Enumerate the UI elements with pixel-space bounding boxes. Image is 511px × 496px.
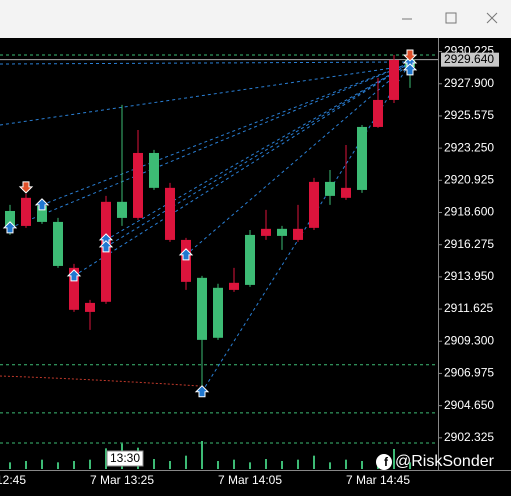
watermark-group: f @RiskSonder bbox=[376, 453, 495, 470]
volume-bar bbox=[25, 461, 27, 469]
trade-line bbox=[105, 62, 411, 241]
candle-body bbox=[293, 228, 303, 240]
y-tick-label: 2925.575 bbox=[444, 108, 494, 122]
volume-bar bbox=[329, 462, 331, 469]
candle-body bbox=[133, 152, 143, 218]
candle-body bbox=[53, 221, 63, 266]
facebook-icon bbox=[376, 454, 392, 470]
candle-body bbox=[357, 126, 367, 190]
volume-bar bbox=[313, 455, 315, 469]
trade-line bbox=[0, 65, 407, 126]
buy-marker bbox=[2, 221, 18, 234]
candle-body bbox=[5, 210, 15, 228]
trade-line bbox=[73, 62, 411, 277]
candle-body bbox=[21, 197, 31, 226]
x-tick-label: 7 Mar 13:25 bbox=[90, 473, 154, 487]
watermark: @RiskSonder bbox=[395, 453, 495, 470]
title-bar bbox=[0, 0, 511, 38]
candle-body bbox=[309, 181, 319, 228]
candle-body bbox=[229, 282, 239, 290]
candle-body bbox=[69, 267, 79, 310]
buy-marker bbox=[178, 248, 194, 261]
volume-bar bbox=[281, 461, 283, 469]
y-tick-label: 2909.300 bbox=[444, 333, 494, 347]
crosshair-time-box bbox=[106, 450, 144, 467]
y-tick-label: 2927.900 bbox=[444, 76, 494, 90]
x-tick-label: 7 Mar 12:45 bbox=[0, 473, 26, 487]
y-tick-label: 2902.325 bbox=[444, 430, 494, 444]
candle-body bbox=[149, 152, 159, 188]
candle-body bbox=[261, 228, 271, 236]
volume-bar bbox=[345, 459, 347, 469]
volume-bar bbox=[9, 462, 11, 469]
volume-bar bbox=[361, 461, 363, 469]
buy-marker bbox=[194, 385, 210, 398]
volume-bar bbox=[185, 455, 187, 469]
x-tick-label: 7 Mar 14:05 bbox=[218, 473, 282, 487]
buy-marker bbox=[402, 63, 418, 76]
y-tick-label: 2923.250 bbox=[444, 140, 494, 154]
volume-bar bbox=[89, 459, 91, 469]
y-tick-label: 2911.625 bbox=[444, 301, 493, 315]
trade-line bbox=[0, 61, 407, 65]
maximize-button[interactable] bbox=[445, 12, 457, 24]
volume-bar bbox=[73, 461, 75, 469]
candle-body bbox=[245, 234, 255, 285]
volume-bar bbox=[217, 461, 219, 469]
sell-marker bbox=[402, 49, 418, 62]
candle-body bbox=[277, 228, 287, 236]
y-tick-label: 2906.975 bbox=[444, 366, 494, 380]
candle-body bbox=[389, 59, 399, 100]
volume-bar bbox=[201, 441, 203, 469]
trade-line bbox=[105, 62, 411, 248]
candle-body bbox=[373, 99, 383, 127]
buy-marker bbox=[34, 198, 50, 211]
last-price-label: 2929.640 bbox=[444, 52, 494, 66]
buy-marker bbox=[98, 240, 114, 253]
moving-average bbox=[0, 375, 201, 387]
volume-bar bbox=[265, 459, 267, 469]
y-tick-label: 2916.275 bbox=[444, 237, 494, 251]
volume-bar bbox=[169, 461, 171, 469]
volume-bar bbox=[57, 462, 59, 469]
candle-body bbox=[197, 277, 207, 340]
candle-body bbox=[117, 201, 127, 218]
buy-marker bbox=[66, 269, 82, 282]
x-tick-label: 7 Mar 14:45 bbox=[346, 473, 410, 487]
candle-body bbox=[37, 205, 47, 222]
close-button[interactable] bbox=[486, 12, 498, 24]
volume-bar bbox=[233, 459, 235, 469]
sell-marker bbox=[18, 181, 34, 194]
volume-bar bbox=[105, 448, 107, 469]
facebook-glyph: f bbox=[384, 455, 389, 469]
y-tick-label: 2913.950 bbox=[444, 269, 494, 283]
y-tick-label: 2918.600 bbox=[444, 205, 494, 219]
y-tick-label: 2904.650 bbox=[444, 398, 494, 412]
volume-bar bbox=[409, 462, 411, 469]
crosshair-time: 13:30 bbox=[110, 451, 140, 465]
volume-bar bbox=[393, 449, 395, 469]
volume-bar bbox=[41, 459, 43, 469]
candle-body bbox=[341, 187, 351, 198]
candle-body bbox=[165, 187, 175, 240]
trade-line bbox=[185, 62, 411, 256]
candle-body bbox=[213, 287, 223, 338]
trade-line bbox=[9, 62, 411, 229]
last-price-box bbox=[441, 52, 499, 67]
candle-body bbox=[181, 239, 191, 282]
volume-bar bbox=[249, 462, 251, 469]
candle-body bbox=[85, 302, 95, 312]
y-tick-label: 2920.925 bbox=[444, 172, 494, 186]
candle-body bbox=[325, 181, 335, 196]
volume-bar bbox=[297, 459, 299, 469]
volume-bar bbox=[153, 459, 155, 469]
